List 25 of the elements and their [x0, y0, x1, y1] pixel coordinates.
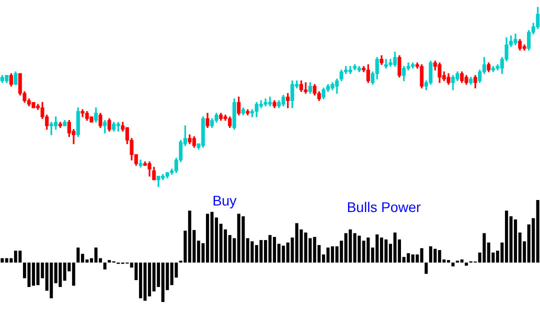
bar: [143, 262, 147, 301]
bar: [464, 262, 468, 266]
bar: [446, 260, 450, 263]
bar: [326, 248, 330, 263]
bar: [514, 219, 518, 263]
bar: [32, 262, 36, 286]
bar: [451, 262, 455, 266]
bar: [330, 246, 334, 263]
annotation: Bulls Power: [346, 198, 422, 215]
bar: [272, 236, 276, 263]
bar: [393, 232, 397, 263]
bar: [148, 262, 152, 296]
bar: [210, 212, 214, 263]
bar: [103, 262, 106, 270]
bar: [206, 214, 210, 263]
bar: [268, 235, 272, 263]
bar: [27, 262, 31, 287]
bar: [460, 259, 464, 263]
bar: [94, 248, 98, 263]
bar: [504, 210, 508, 263]
bar: [76, 248, 80, 263]
bar: [429, 246, 432, 263]
bar: [424, 262, 428, 274]
bar: [384, 239, 388, 263]
annotation: Buy: [212, 192, 237, 208]
